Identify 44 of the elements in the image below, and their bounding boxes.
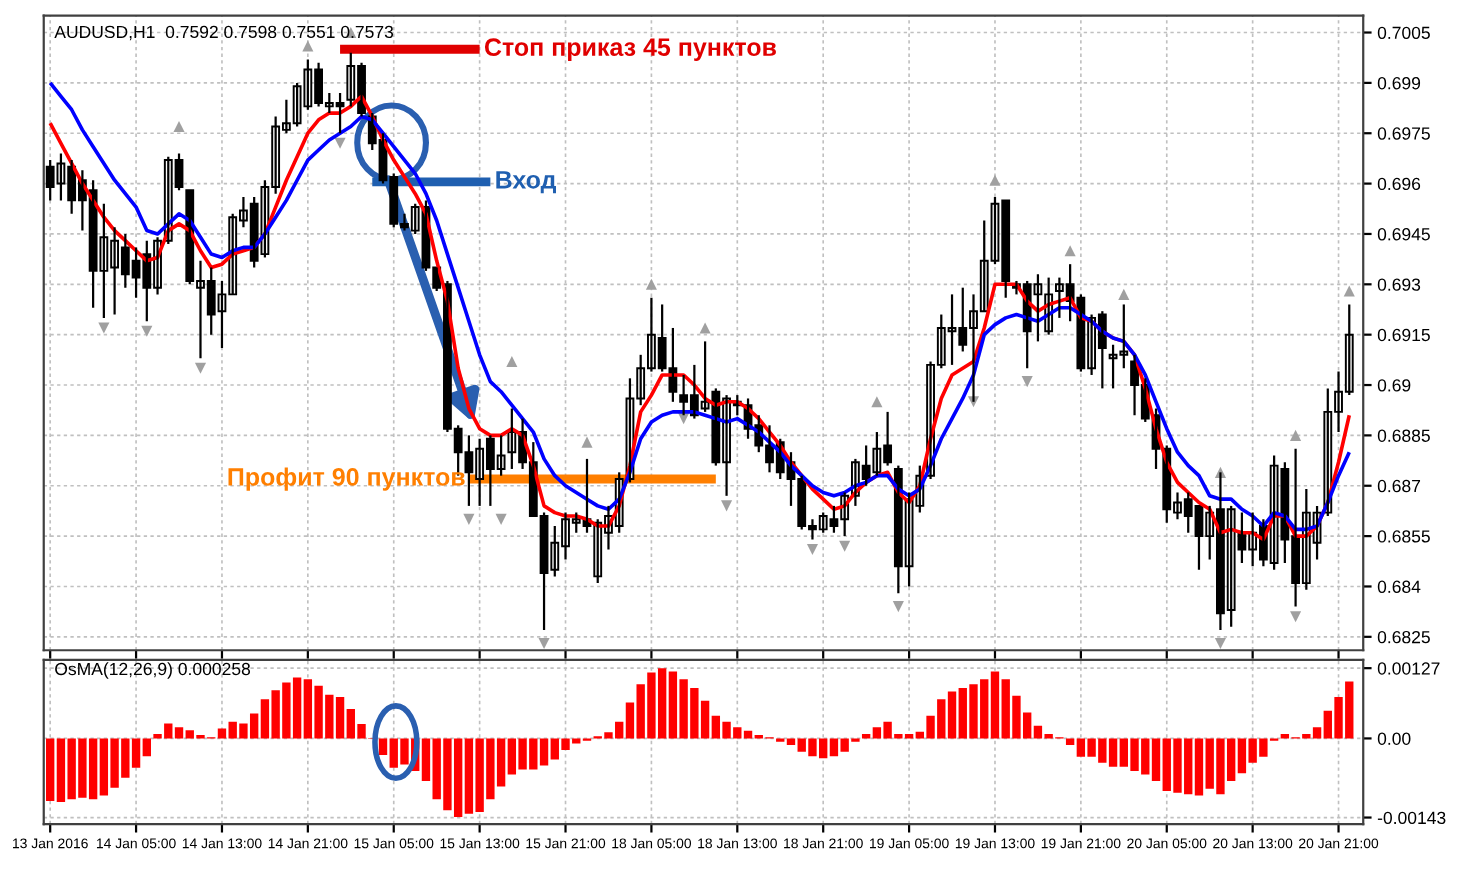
point bbox=[581, 436, 593, 448]
point bbox=[173, 120, 185, 133]
series-label: Вход bbox=[496, 171, 556, 194]
point bbox=[1343, 285, 1355, 297]
y-tick-label: 0.684 bbox=[1377, 580, 1421, 593]
y-tick-label: 0.696 bbox=[1377, 177, 1421, 191]
point bbox=[463, 513, 475, 525]
y-tick-label: 0.00127 bbox=[1377, 662, 1440, 675]
point bbox=[645, 278, 657, 290]
annotation: OsMA(12,26,9) 0.000258 bbox=[55, 662, 251, 679]
point bbox=[1064, 245, 1076, 257]
y-tick-label: 0.6945 bbox=[1377, 228, 1430, 241]
point bbox=[506, 355, 518, 368]
point bbox=[194, 362, 207, 374]
y-tick-label: 0.6915 bbox=[1377, 328, 1430, 342]
y-tick-label: 0.687 bbox=[1377, 479, 1421, 493]
y-tick-label: 0.699 bbox=[1377, 77, 1421, 90]
point bbox=[1214, 637, 1226, 650]
y-tick-label: 0.693 bbox=[1377, 278, 1421, 291]
y-tick-label: -0.00143 bbox=[1377, 811, 1446, 825]
point bbox=[1290, 429, 1302, 441]
point bbox=[721, 500, 733, 512]
series-label: Стоп приказ 45 пунктов bbox=[484, 38, 776, 61]
point bbox=[1021, 376, 1033, 388]
y-tick-label: 0.6825 bbox=[1377, 630, 1430, 644]
point bbox=[989, 174, 1001, 186]
point bbox=[1290, 611, 1302, 623]
point bbox=[302, 40, 314, 52]
point bbox=[699, 322, 711, 334]
annotation: AUDUSD,H1 0.7592 0.7598 0.7551 0.7573 bbox=[54, 25, 394, 41]
point bbox=[495, 513, 507, 525]
point bbox=[538, 637, 550, 650]
y-tick-label: 0.6855 bbox=[1377, 530, 1430, 543]
series-label: Профит 90 пунктов bbox=[228, 467, 465, 491]
y-tick-label: 0.6885 bbox=[1377, 429, 1430, 442]
point bbox=[806, 543, 819, 556]
point bbox=[892, 601, 904, 613]
y-tick-label: 0.6975 bbox=[1377, 127, 1430, 140]
point bbox=[334, 137, 346, 149]
y-tick-label: 0.7005 bbox=[1377, 26, 1430, 40]
y-tick-label: 0.69 bbox=[1377, 379, 1411, 392]
y-tick-label: 0.00 bbox=[1377, 732, 1411, 745]
point bbox=[98, 322, 110, 334]
point bbox=[1118, 288, 1130, 300]
